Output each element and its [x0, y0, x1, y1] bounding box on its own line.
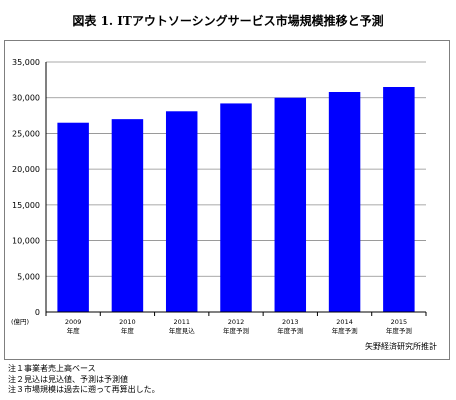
- x-tick-label-year: 2014: [336, 318, 353, 326]
- y-tick-label: 10,000: [12, 237, 40, 246]
- bar: [220, 103, 252, 312]
- bar: [328, 92, 361, 312]
- bar: [165, 111, 198, 313]
- x-tick-label-suffix: 年度予測: [386, 326, 412, 335]
- bar: [57, 122, 89, 312]
- chart-title: 図表 1. ITアウトソーシングサービス市場規模推移と予測: [72, 14, 384, 28]
- x-tick-label-year: 2009: [65, 318, 82, 326]
- x-tick-label-year: 2013: [282, 318, 299, 326]
- y-tick-label: 30,000: [12, 94, 40, 103]
- x-tick-label-suffix: 年度: [67, 326, 81, 335]
- y-tick-label: 0: [35, 308, 40, 317]
- y-tick-label: 15,000: [12, 201, 40, 210]
- unit-label: (億円): [11, 317, 29, 326]
- note-3: 注３市場規模は過去に遡って再算出した。: [8, 385, 160, 394]
- y-tick-label: 35,000: [12, 58, 40, 67]
- x-tick-label-year: 2012: [228, 318, 245, 326]
- source-label: 矢野経済研究所推計: [365, 341, 437, 351]
- x-tick-label-year: 2015: [391, 318, 408, 326]
- x-tick-label-suffix: 年度見込: [169, 326, 196, 335]
- x-tick-label-year: 2011: [173, 318, 190, 326]
- note-1: 注１事業者売上高ベース: [8, 364, 96, 373]
- note-2: 注２見込は見込値、予測は予測値: [8, 374, 128, 384]
- x-tick-label-suffix: 年度予測: [223, 326, 249, 335]
- bar: [383, 87, 415, 312]
- y-tick-label: 20,000: [12, 165, 40, 174]
- bar: [274, 97, 307, 312]
- y-tick-label: 25,000: [12, 129, 40, 138]
- x-tick-label-suffix: 年度予測: [277, 326, 303, 335]
- bar: [111, 119, 144, 313]
- y-tick-label: 5,000: [17, 272, 40, 281]
- chart-frame: 0 5,000 10,000 15,000 20,000 25,000 30,000 35,0…: [4, 40, 450, 360]
- notes: 注１事業者売上高ベース 注２見込は見込値、予測は予測値 注３市場規模は過去に遡っ…: [8, 364, 160, 396]
- x-tick-label-suffix: 年度: [121, 326, 135, 335]
- bar-chart: 0 5,000 10,000 15,000 20,000 25,000 30,000 35,0…: [11, 58, 437, 351]
- x-tick-label-suffix: 年度予測: [332, 326, 358, 335]
- x-tick-label-year: 2010: [119, 318, 136, 326]
